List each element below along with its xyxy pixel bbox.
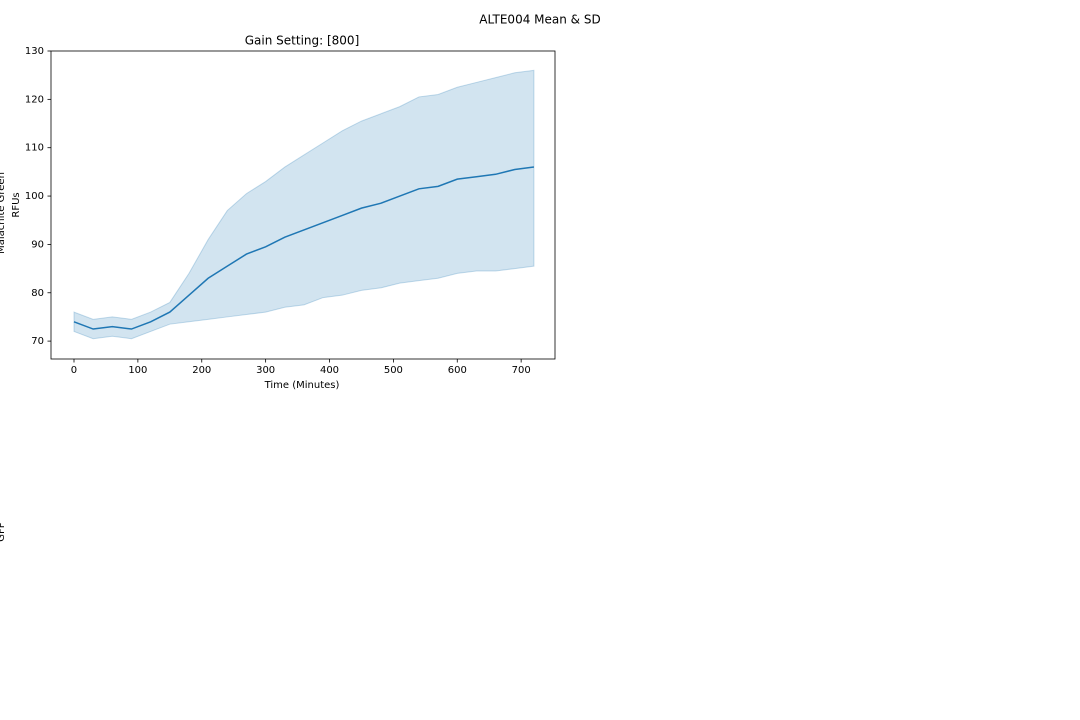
- x-tick-label: 400: [320, 365, 339, 376]
- y-axis-label: Malachite Green: [0, 172, 7, 254]
- y-tick-label: 90: [31, 239, 44, 250]
- mean-line: [73, 166, 535, 330]
- x-tick-label: 0: [71, 365, 77, 376]
- x-tick-label: 600: [448, 365, 467, 376]
- x-tick-label: 700: [512, 365, 531, 376]
- x-tick-label: 300: [256, 365, 275, 376]
- y-axis-label: RFUs: [11, 192, 22, 217]
- axes-frame: [50, 50, 556, 360]
- y-tick-label: 80: [31, 288, 44, 299]
- figure-title: ALTE004 Mean & SD: [479, 13, 600, 27]
- y-tick-label: 120: [25, 94, 44, 105]
- y-tick-label: 110: [25, 143, 44, 154]
- x-tick-label: 100: [128, 365, 147, 376]
- y-tick-label: 70: [31, 336, 44, 347]
- x-tick-label: 500: [384, 365, 403, 376]
- x-tick-label: 200: [192, 365, 211, 376]
- y-tick-label: 100: [25, 191, 44, 202]
- y-tick-label: 130: [25, 46, 44, 57]
- y-axis-label: GFP: [0, 522, 7, 542]
- x-axis-label: Time (Minutes): [264, 380, 340, 391]
- sd-band: [73, 69, 535, 340]
- chart-title: Gain Setting: [800]: [245, 34, 360, 48]
